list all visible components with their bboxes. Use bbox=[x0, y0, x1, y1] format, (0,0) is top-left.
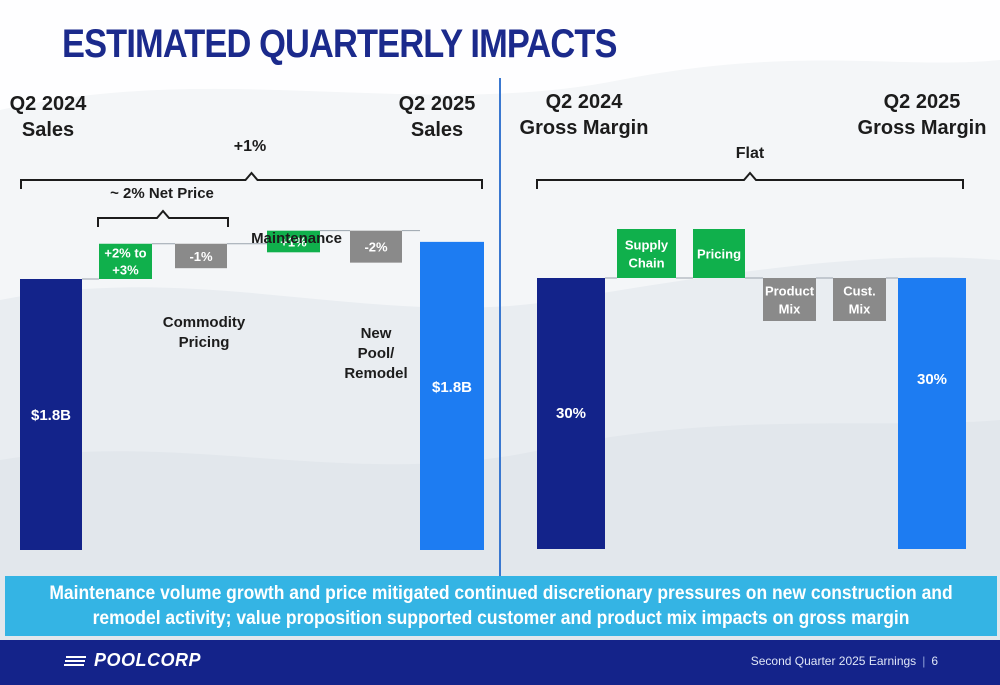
footer: POOLCORP Second Quarter 2025 Earnings | … bbox=[0, 640, 1000, 685]
sales-bar-2 bbox=[175, 243, 227, 269]
margin-value-label-4: Cust. Mix bbox=[843, 284, 876, 317]
summary-callout-text: Maintenance volume growth and price miti… bbox=[49, 583, 953, 629]
margin-bar-4 bbox=[833, 278, 886, 321]
footer-text: Second Quarter 2025 Earnings bbox=[750, 654, 917, 668]
sales-bar-0 bbox=[20, 279, 82, 550]
sales-value-label-2: -1% bbox=[189, 249, 213, 264]
sales-bar-1 bbox=[99, 243, 152, 279]
margin-bar-5 bbox=[898, 278, 966, 549]
sales-bar-4 bbox=[350, 230, 402, 263]
sales-value-label-1: +2% to +3% bbox=[104, 245, 146, 277]
footer-info: Second Quarter 2025 Earnings | 6 bbox=[751, 654, 938, 668]
poolcorp-logo: POOLCORP bbox=[64, 650, 201, 671]
margin-bar-2 bbox=[693, 229, 745, 278]
sales-bracket-label: +1% bbox=[234, 138, 266, 155]
sales-bracket bbox=[20, 171, 483, 189]
margin-value-label-5: 30% bbox=[917, 371, 947, 388]
panel-divider bbox=[499, 78, 501, 578]
wave-logo-icon bbox=[64, 655, 86, 666]
margin-header-0: Q2 2024 Gross Margin bbox=[520, 91, 649, 139]
sales-value-label-3: +1% bbox=[280, 234, 307, 249]
page-number: 6 bbox=[931, 654, 938, 668]
sales-sub-bracket bbox=[97, 209, 229, 227]
margin-bracket-label: Flat bbox=[736, 145, 765, 162]
margin-bar-1 bbox=[617, 229, 676, 278]
sales-bar-3 bbox=[267, 230, 320, 253]
sales-header-5: Q2 2025 Sales bbox=[399, 93, 476, 141]
margin-bar-3 bbox=[763, 278, 816, 321]
footer-separator: | bbox=[922, 654, 926, 668]
sales-value-label-5: $1.8B bbox=[432, 379, 472, 396]
waterfall-charts: $1.8B Q2 2024 Sales +2% to +3% -1% Commodity Pr… bbox=[10, 91, 987, 550]
margin-bracket bbox=[536, 171, 964, 189]
margin-value-label-3: Product Mix bbox=[765, 284, 815, 317]
sales-caption-4: New Pool/Remodel bbox=[344, 325, 407, 382]
margin-value-label-2: Pricing bbox=[697, 247, 741, 262]
sales-bar-5 bbox=[420, 241, 484, 550]
sales-caption-3: Maintenance bbox=[251, 230, 342, 247]
margin-value-label-1: Supply Chain bbox=[625, 238, 669, 271]
sales-header-0: Q2 2024 Sales bbox=[10, 93, 88, 141]
summary-callout: Maintenance volume growth and price miti… bbox=[5, 576, 997, 636]
margin-bar-0 bbox=[537, 278, 605, 549]
sales-caption-2: Commodity Pricing bbox=[163, 314, 246, 351]
margin-value-label-0: 30% bbox=[556, 405, 586, 422]
logo-text: POOLCORP bbox=[94, 650, 202, 670]
page-title: ESTIMATED QUARTERLY IMPACTS bbox=[62, 22, 617, 66]
sales-sub-bracket-label: ~ 2% Net Price bbox=[110, 185, 214, 202]
sales-value-label-4: -2% bbox=[364, 240, 388, 255]
sales-value-label-0: $1.8B bbox=[31, 407, 71, 424]
margin-header-5: Q2 2025 Gross Margin bbox=[858, 91, 987, 139]
